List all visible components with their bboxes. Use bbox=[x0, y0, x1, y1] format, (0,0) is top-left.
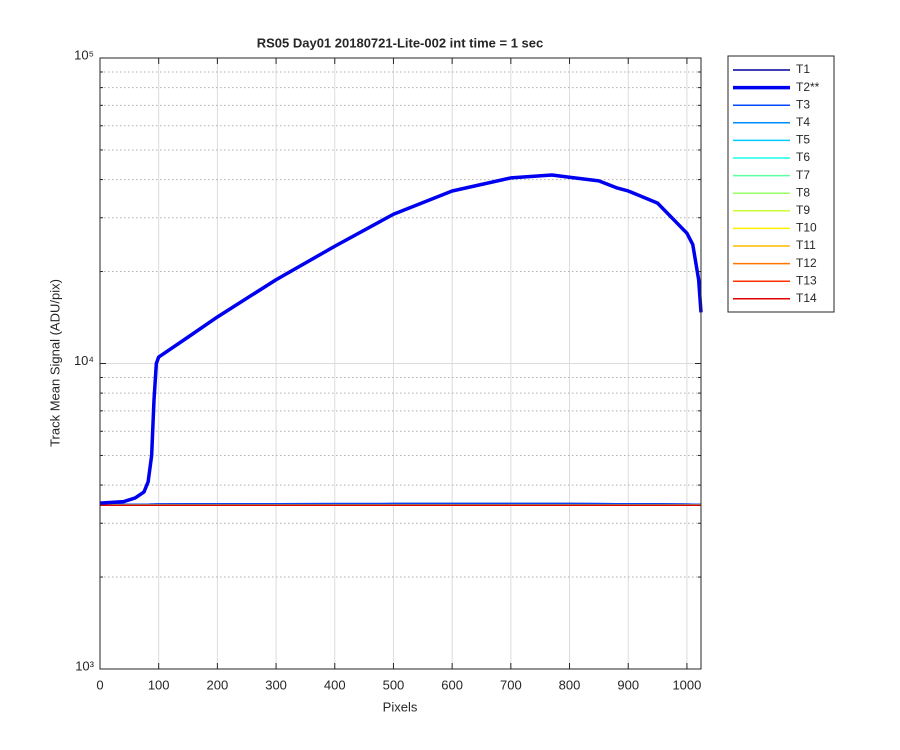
legend-label: T8 bbox=[796, 185, 810, 199]
legend-label: T5 bbox=[796, 133, 810, 147]
legend-label: T7 bbox=[796, 168, 810, 182]
x-tick-label: 300 bbox=[265, 677, 287, 692]
legend-label: T6 bbox=[796, 150, 810, 164]
legend-label: T3 bbox=[796, 97, 810, 111]
x-tick-label: 700 bbox=[500, 677, 522, 692]
legend-box bbox=[727, 55, 835, 313]
y-tick-label: 10³ bbox=[75, 658, 94, 673]
lines bbox=[99, 173, 703, 507]
legend-label: T1 bbox=[796, 62, 810, 76]
y-axis-label: Track Mean Signal (ADU/pix) bbox=[47, 279, 62, 447]
x-tick-label: 100 bbox=[148, 677, 170, 692]
x-tick-label: 500 bbox=[383, 677, 405, 692]
legend-label: T12 bbox=[796, 256, 817, 270]
series-line bbox=[99, 173, 703, 505]
legend: T1 T2** T3 T4 T5 T6 T7 T8 T9 T10 T11 T12 T13 T14 bbox=[733, 62, 820, 305]
x-tick-label: 0 bbox=[96, 677, 103, 692]
x-tick-label: 600 bbox=[441, 677, 463, 692]
x-tick-label: 200 bbox=[207, 677, 229, 692]
x-tick-label: 400 bbox=[324, 677, 346, 692]
x-tick-label: 900 bbox=[617, 677, 639, 692]
legend-label: T14 bbox=[796, 291, 817, 305]
legend-label: T11 bbox=[796, 238, 816, 252]
grid bbox=[99, 57, 701, 670]
x-tick-label: 1000 bbox=[672, 677, 701, 692]
legend-label: T4 bbox=[796, 115, 810, 129]
legend-label: T13 bbox=[796, 273, 817, 287]
y-tick-label: 10⁴ bbox=[74, 353, 94, 368]
chart-title: RS05 Day01 20180721-Lite-002 int time = … bbox=[257, 35, 544, 50]
x-tick-label: 800 bbox=[559, 677, 581, 692]
x-axis-label: Pixels bbox=[383, 699, 418, 714]
y-tick-label: 10⁵ bbox=[74, 47, 94, 62]
legend-label: T9 bbox=[796, 203, 810, 217]
legend-label: T2** bbox=[796, 80, 820, 94]
series-line bbox=[99, 502, 702, 506]
ticks: 0 100 200 300 400 500 600 700 800 900 1000 10³ 10⁴ 10… bbox=[74, 47, 701, 692]
legend-label: T10 bbox=[796, 221, 817, 235]
